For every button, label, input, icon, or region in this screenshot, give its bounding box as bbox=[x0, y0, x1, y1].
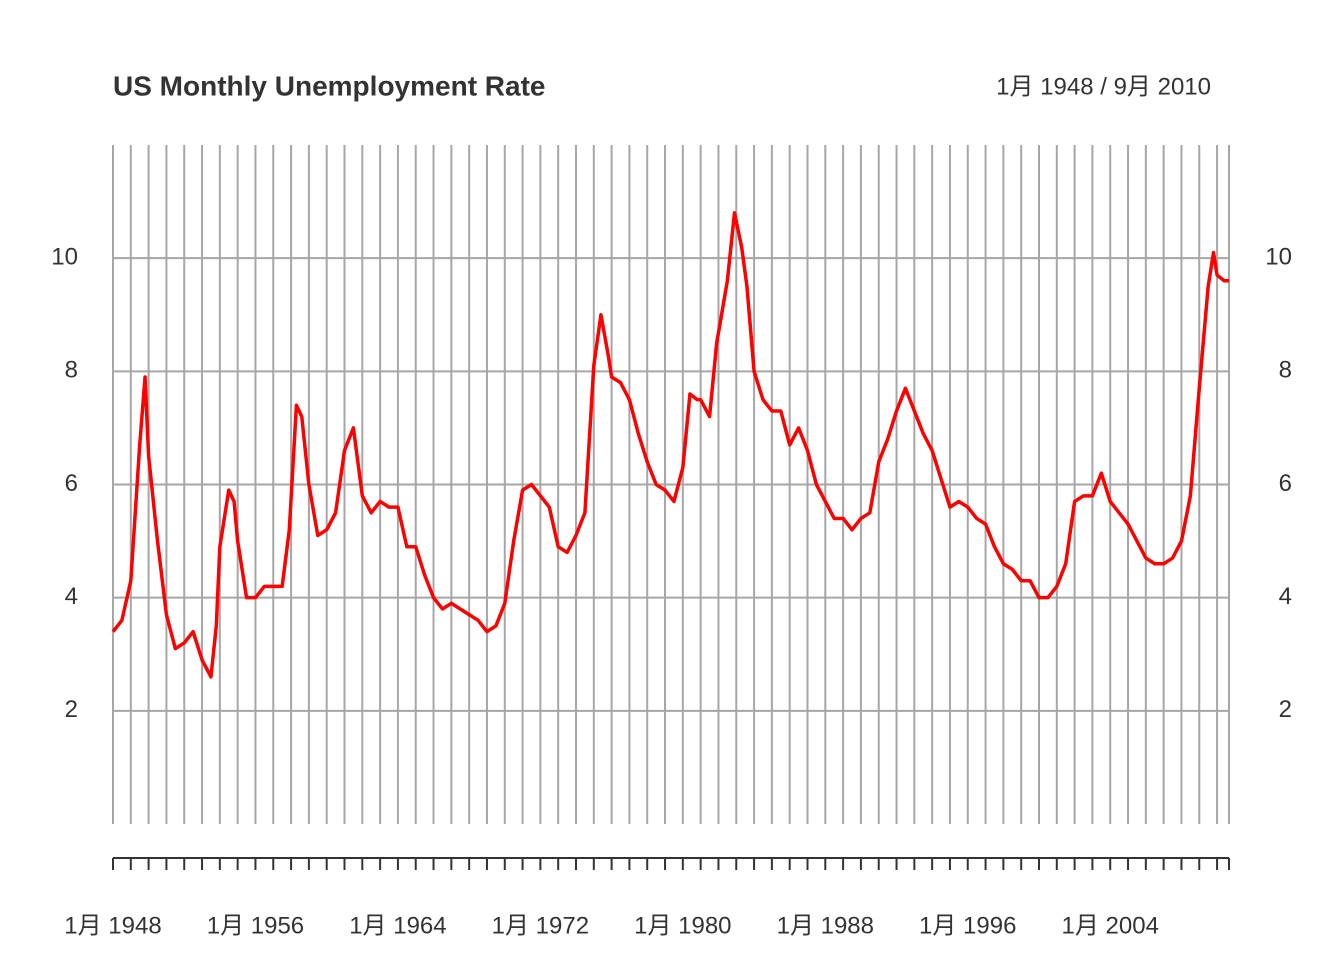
y-tick-label: 6 bbox=[65, 470, 78, 497]
y-tick-label: 10 bbox=[51, 244, 78, 271]
x-tick-label: 1月 1948 bbox=[64, 912, 161, 939]
x-tick-label: 1月 2004 bbox=[1062, 912, 1159, 939]
y-tick-label: 8 bbox=[65, 357, 78, 384]
y2-tick-label: 10 bbox=[1265, 244, 1292, 271]
y2-tick-label: 4 bbox=[1279, 583, 1292, 610]
x-tick-label: 1月 1980 bbox=[634, 912, 731, 939]
x-tick-label: 1月 1988 bbox=[777, 912, 874, 939]
y2-tick-label: 8 bbox=[1279, 357, 1292, 384]
y-tick-label: 2 bbox=[65, 696, 78, 723]
y-tick-label: 4 bbox=[65, 583, 78, 610]
data-line bbox=[111, 211, 1229, 679]
x-tick-label: 1月 1964 bbox=[349, 912, 446, 939]
chart-title: US Monthly Unemployment Rate bbox=[113, 70, 545, 101]
y2-tick-label: 6 bbox=[1279, 470, 1292, 497]
x-tick-label: 1月 1956 bbox=[207, 912, 304, 939]
date-range: 1月 1948 / 9月 2010 bbox=[996, 73, 1211, 100]
x-tick-label: 1月 1972 bbox=[492, 912, 589, 939]
x-tick-label: 1月 1996 bbox=[919, 912, 1016, 939]
y2-tick-label: 2 bbox=[1279, 696, 1292, 723]
